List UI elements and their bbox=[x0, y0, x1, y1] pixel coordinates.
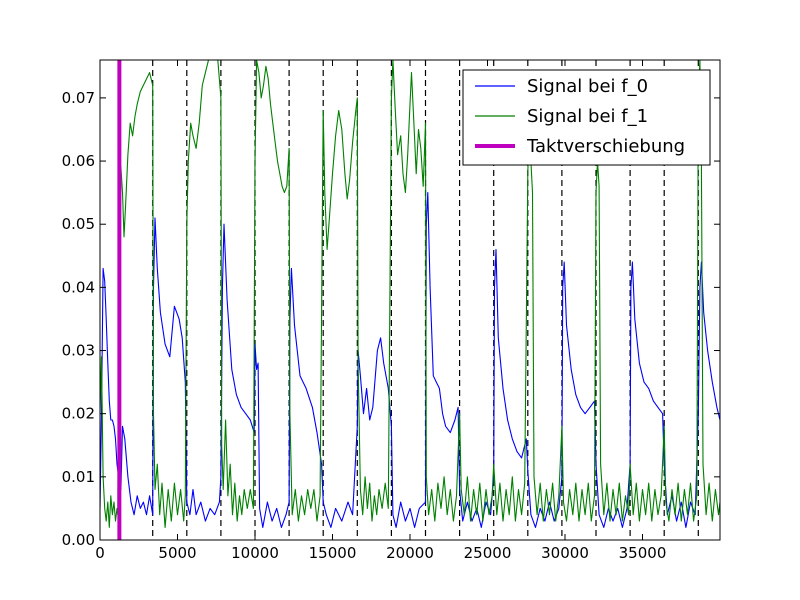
x-tick-label: 5000 bbox=[158, 544, 196, 562]
legend: Signal bei f_0 Signal bei f_1 Taktversch… bbox=[462, 69, 711, 166]
signal-f1-line bbox=[100, 60, 720, 528]
y-tick-label: 0.04 bbox=[62, 278, 95, 296]
y-tick-label: 0.02 bbox=[62, 405, 95, 423]
x-tick-label: 20000 bbox=[386, 544, 434, 562]
x-tick-label: 15000 bbox=[309, 544, 357, 562]
y-axis: 0.00 0.01 0.02 0.03 0.04 0.05 0.06 0.07 bbox=[62, 89, 720, 549]
legend-label-f1: Signal bei f_1 bbox=[527, 106, 648, 127]
series-lines bbox=[100, 60, 720, 528]
y-tick-label: 0.05 bbox=[62, 215, 95, 233]
x-tick-label: 30000 bbox=[541, 544, 589, 562]
y-tick-label: 0.01 bbox=[62, 468, 95, 486]
x-tick-label: 25000 bbox=[464, 544, 512, 562]
y-tick-label: 0.03 bbox=[62, 342, 95, 360]
y-tick-label: 0.07 bbox=[62, 89, 95, 107]
signal-f0-line bbox=[100, 192, 720, 528]
x-tick-label: 35000 bbox=[619, 544, 667, 562]
x-tick-label: 0 bbox=[95, 544, 105, 562]
x-axis: 0 5000 10000 15000 20000 25000 30000 35000 bbox=[95, 60, 666, 562]
legend-label-f0: Signal bei f_0 bbox=[527, 76, 648, 97]
legend-label-shift: Taktverschiebung bbox=[526, 136, 685, 157]
y-tick-label: 0.06 bbox=[62, 152, 95, 170]
x-tick-label: 10000 bbox=[231, 544, 279, 562]
y-tick-label: 0.00 bbox=[62, 531, 95, 549]
